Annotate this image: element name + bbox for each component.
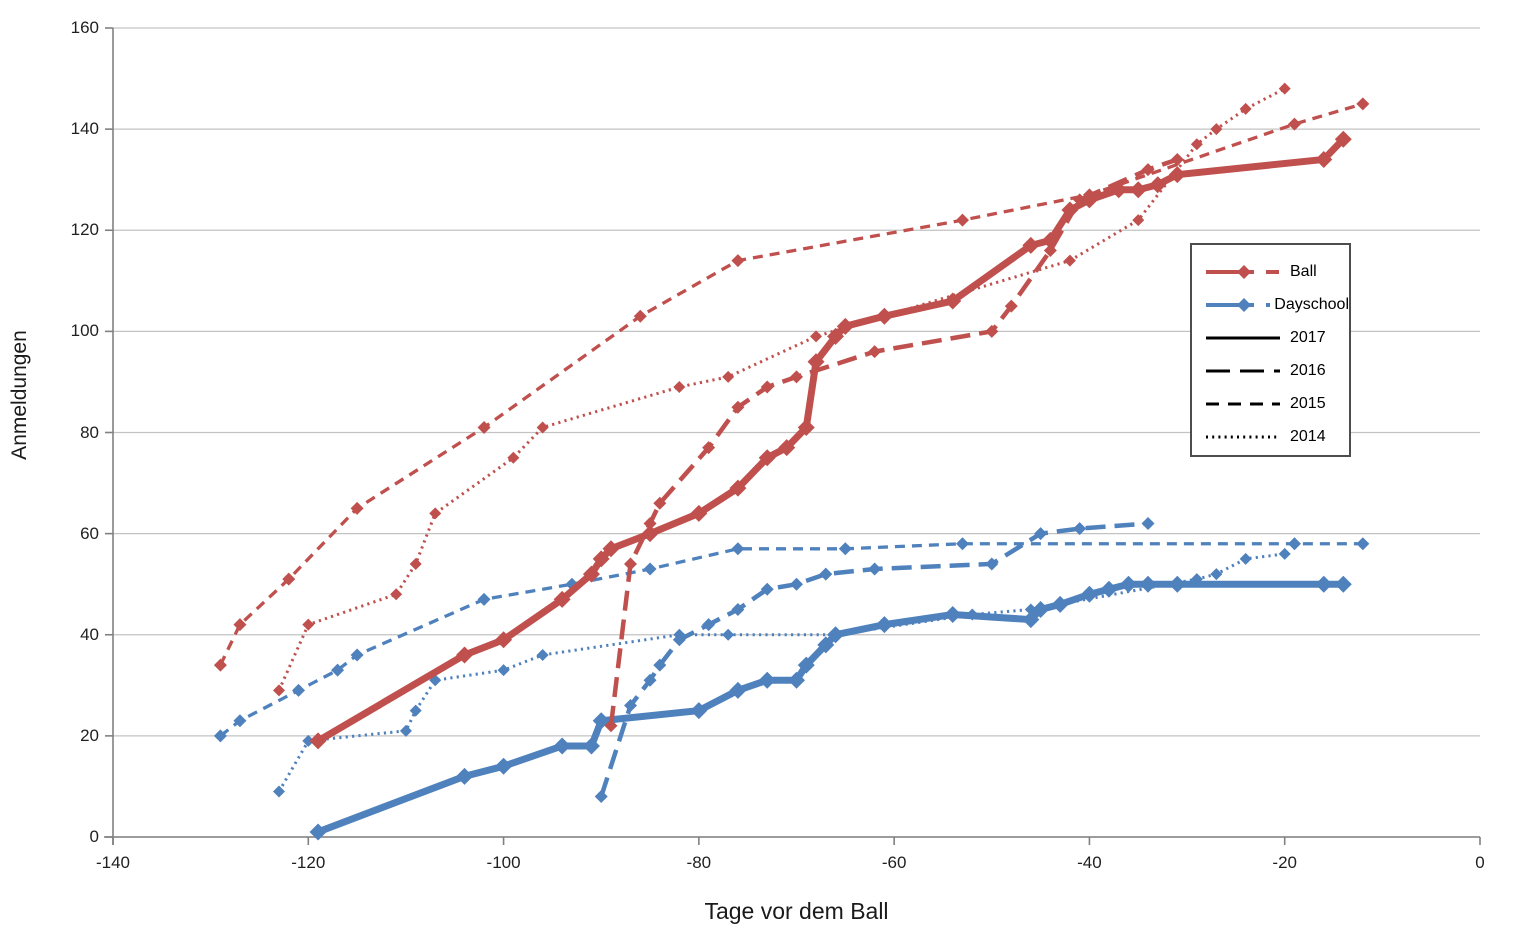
- legend-label: 2017: [1290, 328, 1326, 346]
- legend-label: 2015: [1290, 394, 1326, 412]
- legend-label: Ball: [1290, 262, 1317, 280]
- y-tick-label: 20: [80, 725, 99, 745]
- legend-label: 2016: [1290, 361, 1326, 379]
- legend-series-swatch: [1206, 264, 1279, 279]
- legend-label: Dayschool: [1274, 295, 1349, 313]
- legend-label: 2014: [1290, 427, 1326, 445]
- y-tick-label: 60: [80, 523, 99, 543]
- y-tick-label: 40: [80, 624, 99, 644]
- legend-style-swatch: [1206, 336, 1280, 339]
- legend-item-ball: Ball: [1204, 255, 1349, 288]
- y-tick-label: 100: [70, 321, 99, 341]
- x-tick-label: -120: [291, 853, 326, 872]
- y-tick-label: 0: [89, 827, 99, 846]
- legend: Ball Dayschool 2017 2016 2015 2014: [1190, 243, 1351, 457]
- x-tick-label: -20: [1272, 853, 1297, 872]
- legend-series-swatch: [1206, 297, 1271, 312]
- x-axis-title: Tage vor dem Ball: [704, 898, 889, 924]
- y-tick-label: 160: [70, 18, 99, 37]
- y-tick-label: 80: [80, 422, 99, 442]
- legend-item-2016: 2016: [1204, 354, 1349, 387]
- legend-item-2014: 2014: [1204, 420, 1349, 453]
- x-tick-label: 0: [1475, 853, 1485, 872]
- legend-item-2017: 2017: [1204, 321, 1349, 354]
- y-axis-title: Anmeldungen: [8, 330, 31, 460]
- legend-item-dayschool: Dayschool: [1204, 288, 1349, 321]
- legend-item-2015: 2015: [1204, 387, 1349, 420]
- x-tick-label: -100: [486, 853, 521, 872]
- x-tick-label: -60: [881, 853, 907, 872]
- legend-style-swatch: [1206, 369, 1280, 372]
- legend-style-swatch: [1206, 402, 1280, 405]
- y-tick-label: 140: [70, 119, 99, 139]
- x-tick-label: -40: [1077, 853, 1102, 872]
- x-tick-label: -140: [95, 853, 131, 872]
- x-tick-label: -80: [686, 853, 712, 872]
- legend-style-swatch: [1206, 435, 1280, 438]
- y-tick-label: 120: [70, 220, 99, 240]
